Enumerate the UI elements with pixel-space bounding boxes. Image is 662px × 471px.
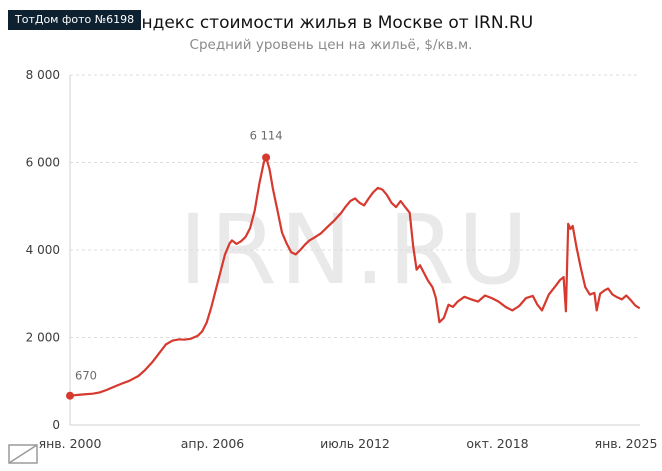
x-tick-label: апр. 2006 (181, 436, 245, 451)
data-point-marker (66, 391, 74, 400)
image-placeholder-frame (8, 444, 38, 464)
y-tick-label: 8 000 (26, 68, 60, 82)
y-tick-label: 6 000 (26, 156, 60, 170)
x-tick-label: янв. 2000 (39, 436, 102, 451)
y-tick-label: 0 (52, 418, 60, 432)
chart-title: Индекс стоимости жилья в Москве от IRN.R… (128, 13, 534, 33)
y-tick-label: 2 000 (26, 331, 60, 345)
image-placeholder-diagonal (8, 444, 38, 464)
y-tick-label: 4 000 (26, 243, 60, 257)
price-line (68, 156, 640, 397)
annotation-label: 6 114 (250, 129, 283, 143)
chart-subtitle: Средний уровень цен на жильё, $/кв.м. (189, 37, 473, 53)
image-placeholder-icon (8, 444, 38, 468)
x-tick-label: янв. 2025 (595, 436, 658, 451)
data-point-marker (262, 153, 271, 162)
annotation-label-bg (244, 128, 289, 144)
x-tick-label: июль 2012 (320, 436, 390, 451)
photo-number-badge: ТотДом фото №6198 (8, 10, 142, 30)
annotation-label: 670 (75, 369, 97, 383)
annotation-label-bg (70, 368, 102, 384)
x-tick-label: окт. 2018 (466, 436, 528, 451)
